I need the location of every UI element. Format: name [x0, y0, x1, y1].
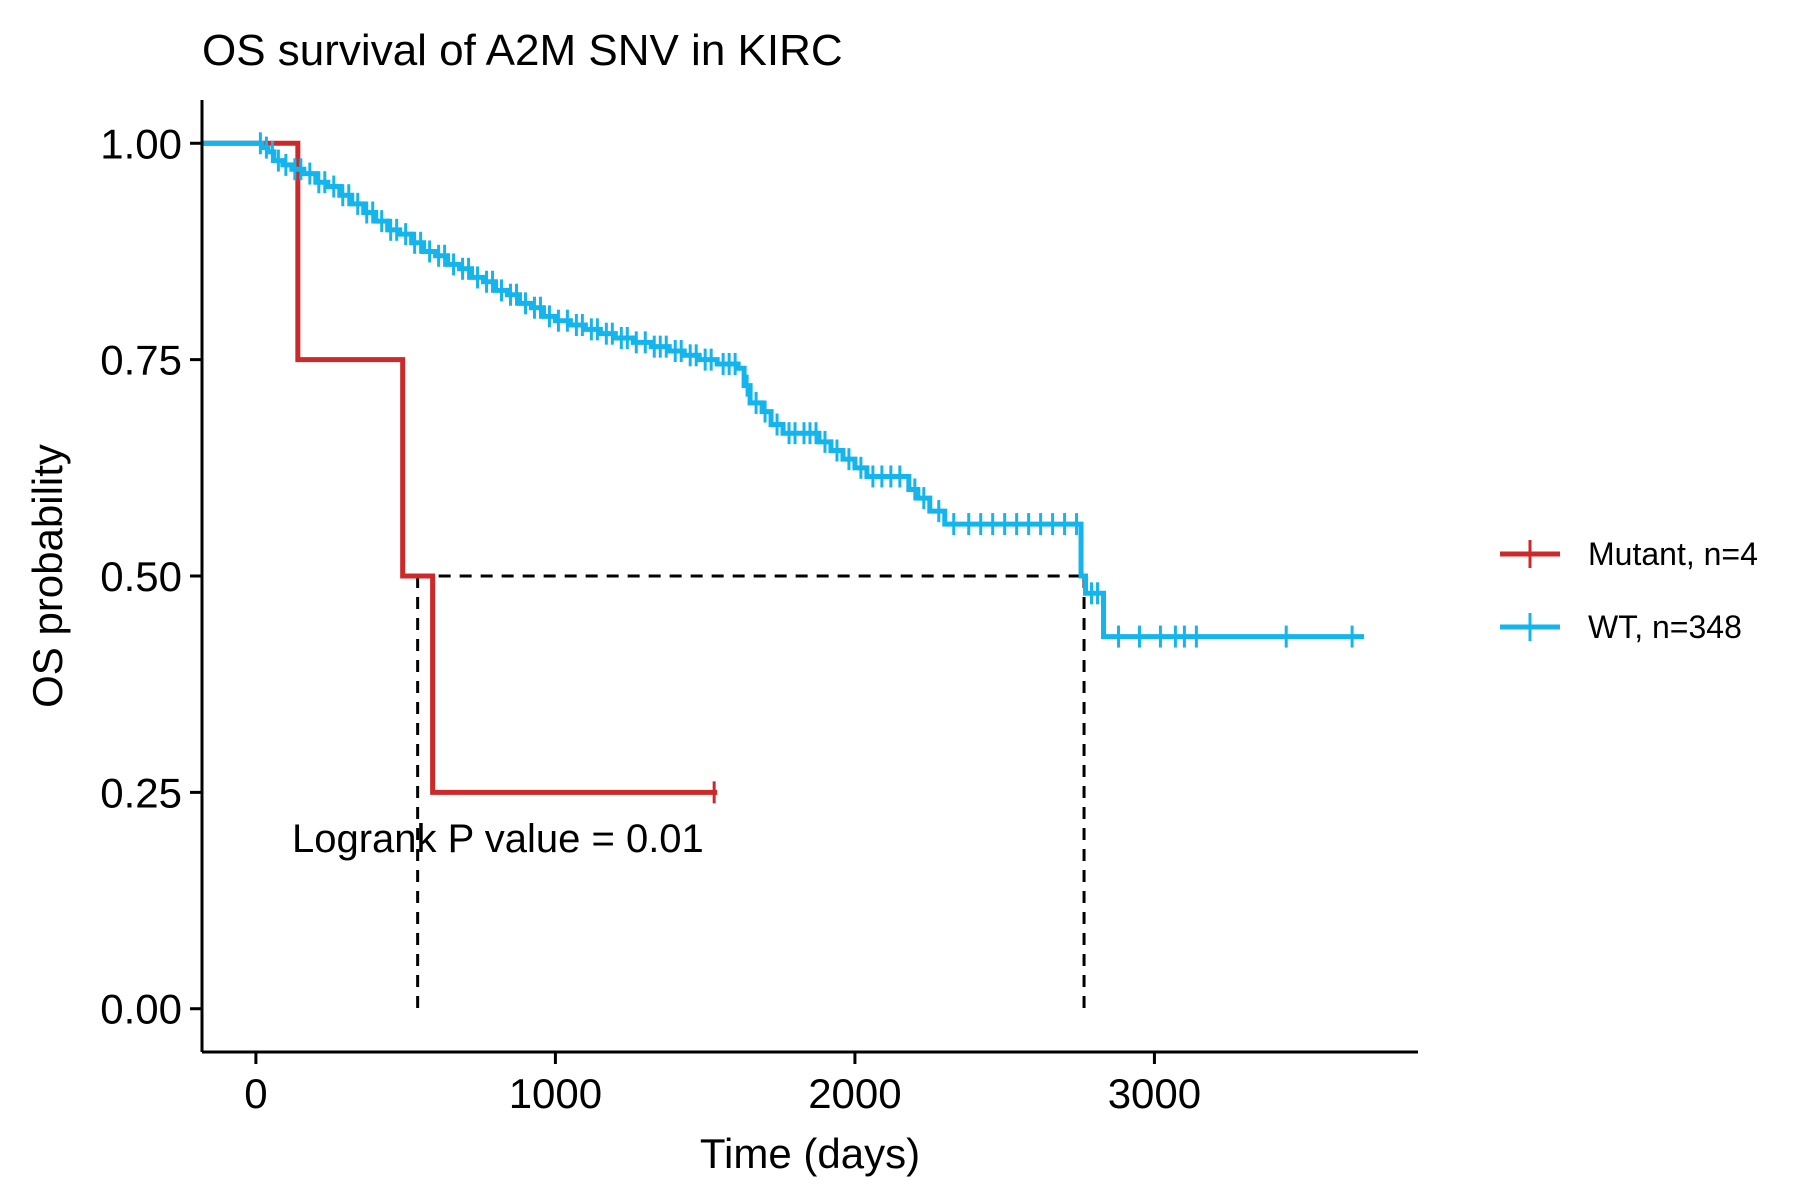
- plot-area: [202, 132, 1365, 1009]
- survival-curve-2: [202, 140, 1365, 640]
- y-tick-label: 0.25: [100, 769, 182, 816]
- x-tick-label: 1000: [509, 1070, 602, 1117]
- x-axis-ticks: 0 1000 2000 3000: [244, 1052, 1201, 1117]
- y-tick-label: 1.00: [100, 120, 182, 167]
- y-axis-ticks: 0.00 0.25 0.50 0.75 1.00: [100, 120, 202, 1033]
- y-axis-label: OS probability: [24, 444, 71, 708]
- legend-label-1: Mutant, n=4: [1588, 536, 1758, 572]
- y-tick-label: 0.00: [100, 986, 182, 1033]
- logrank-annotation: Logrank P value = 0.01: [292, 817, 704, 861]
- y-tick-label: 0.50: [100, 553, 182, 600]
- x-tick-label: 3000: [1108, 1070, 1201, 1117]
- x-tick-label: 0: [244, 1070, 267, 1117]
- x-tick-label: 2000: [808, 1070, 901, 1117]
- legend: Mutant, n=4 WT, n=348: [1500, 536, 1758, 645]
- x-axis-label: Time (days): [700, 1130, 920, 1177]
- legend-label-2: WT, n=348: [1588, 609, 1742, 645]
- chart-title: OS survival of A2M SNV in KIRC: [202, 26, 843, 75]
- y-tick-label: 0.75: [100, 337, 182, 384]
- survival-curve-1: [202, 140, 718, 795]
